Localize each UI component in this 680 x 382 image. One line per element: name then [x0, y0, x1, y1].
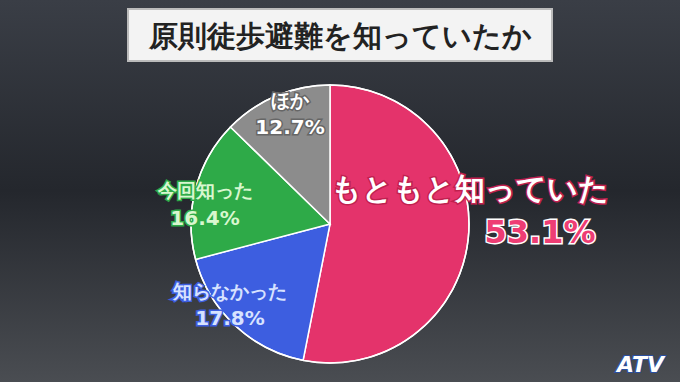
title: 原則徒歩避難を知っていたか — [148, 19, 532, 53]
slice-label: ほか — [271, 89, 310, 111]
value-label: 16.4% — [170, 206, 239, 230]
title-box — [128, 9, 552, 61]
background — [0, 0, 680, 382]
value-label: 17.8% — [195, 306, 264, 330]
pie-slice — [230, 85, 330, 224]
logo: ATV — [615, 352, 666, 377]
value-label: 53.1% — [484, 213, 595, 251]
chart: 原則徒歩避難を知っていたかもともと知っていた 53.1% 知らなかった 17.8% 今回… — [0, 0, 680, 382]
slice-label: 知らなかった — [172, 280, 287, 302]
slice-label: もともと知っていた — [331, 171, 609, 206]
value-label: 12.7% — [255, 115, 324, 139]
slice-label: 今回知った — [157, 179, 253, 201]
